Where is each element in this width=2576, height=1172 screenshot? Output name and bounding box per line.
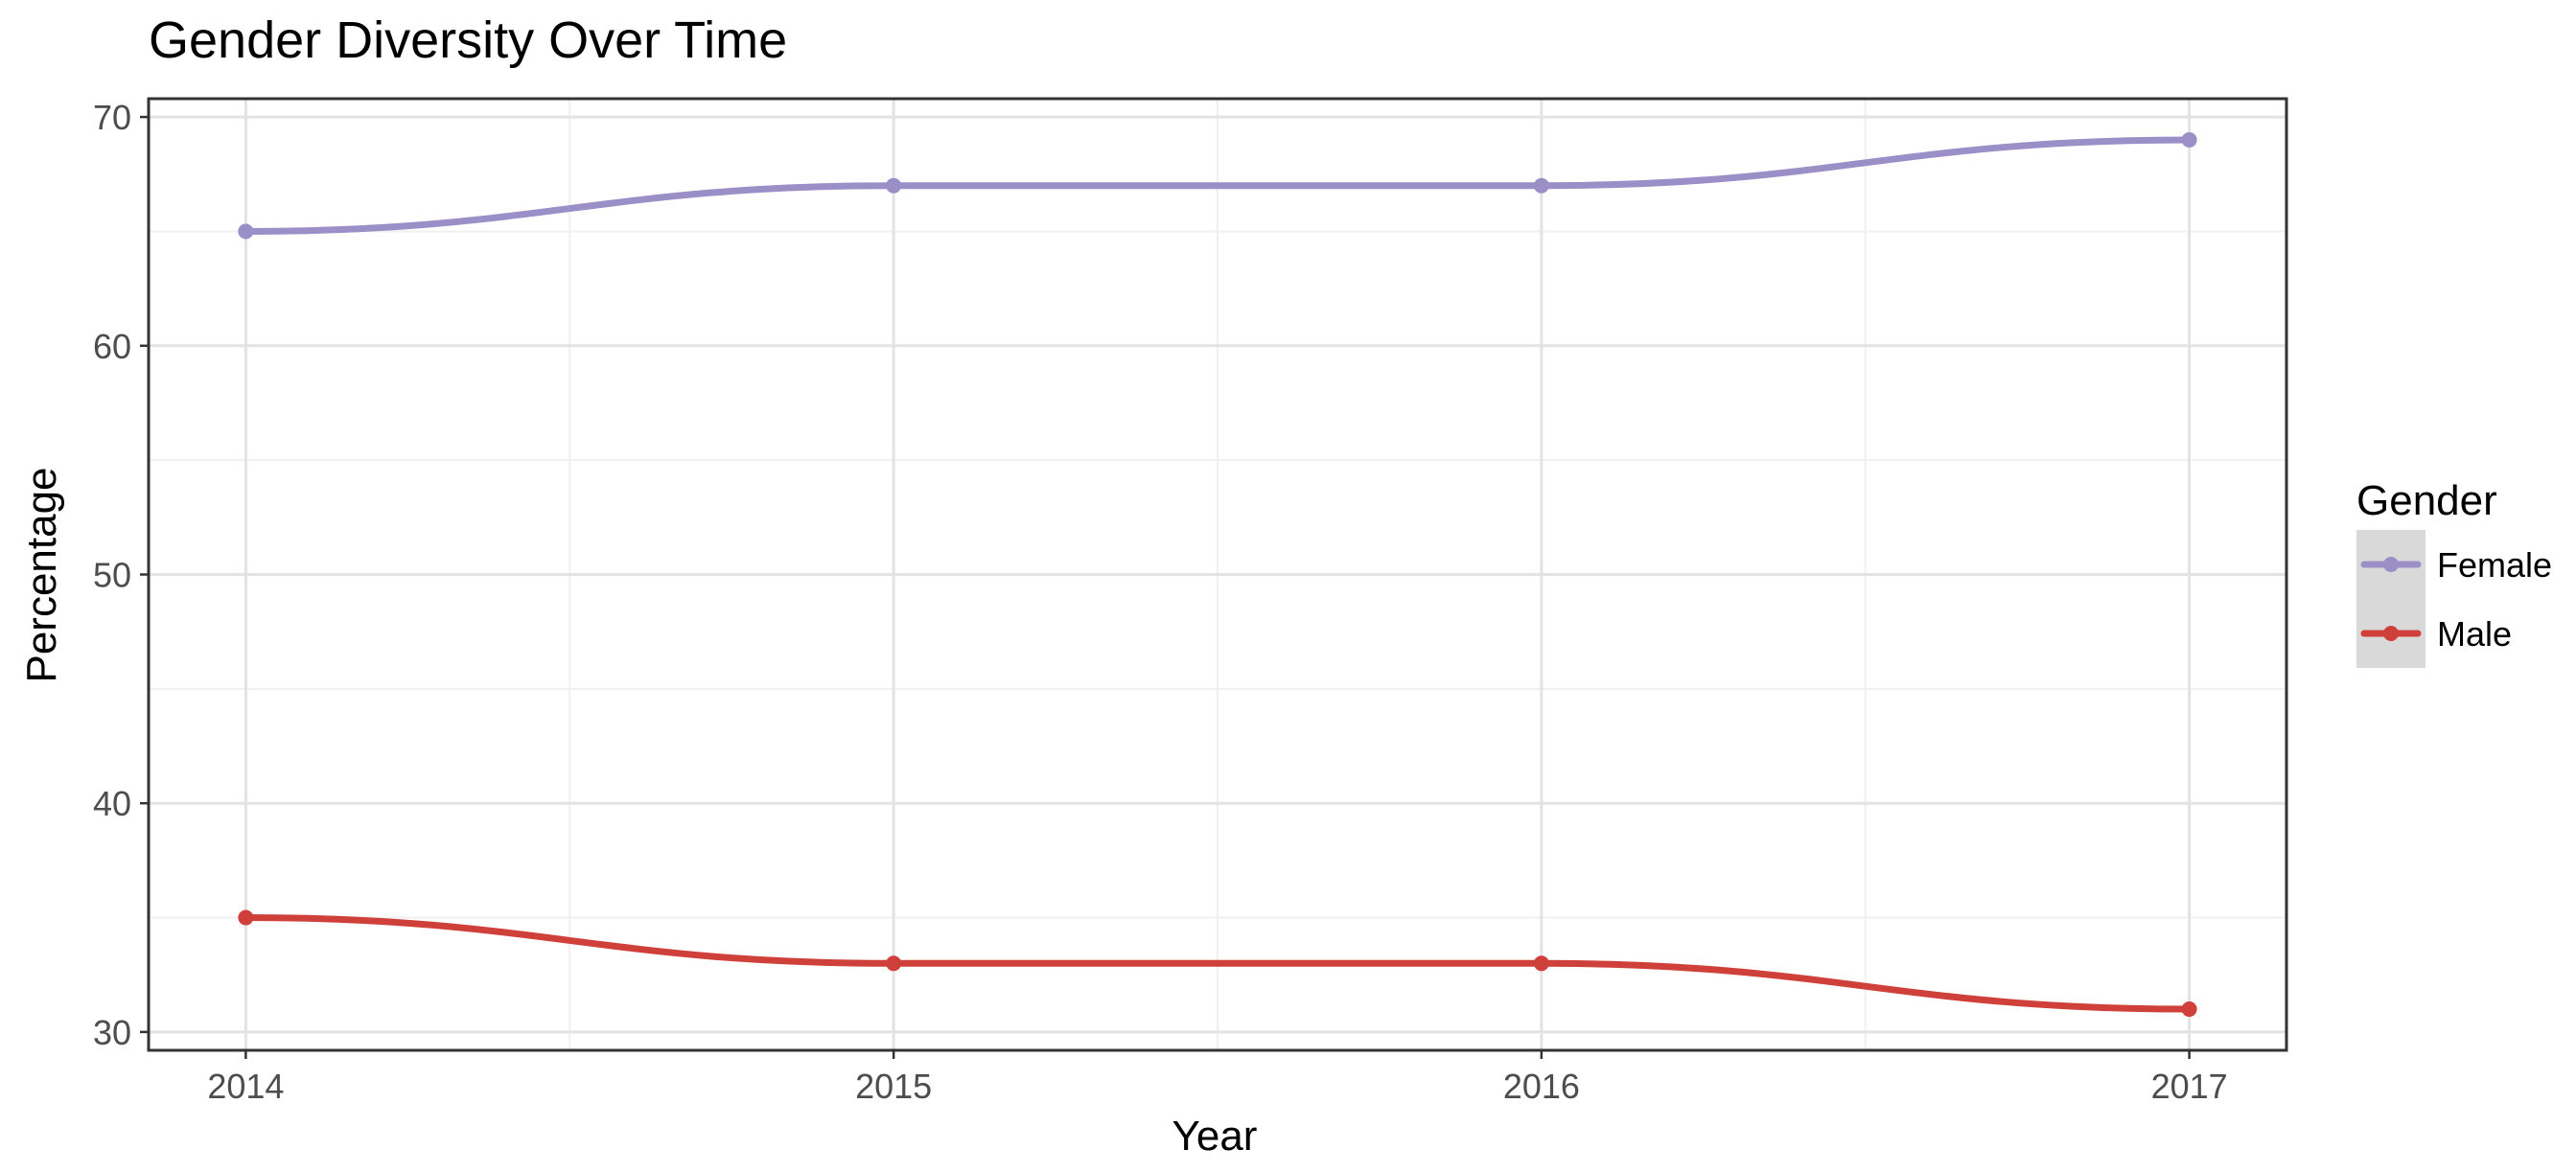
- data-point-female: [1533, 177, 1549, 194]
- data-point-female: [886, 177, 902, 194]
- plot-border: [147, 97, 2288, 1052]
- data-point-male: [1533, 955, 1549, 972]
- legend-key-point-male: [2383, 626, 2399, 641]
- plot-panel: 30 40 50 60 70 2014 2015 2016 2017: [93, 97, 2288, 1106]
- x-axis-label: Year: [1172, 1113, 1258, 1160]
- legend-key-point-female: [2383, 557, 2399, 572]
- data-point-female: [238, 223, 254, 240]
- chart-title: Gender Diversity Over Time: [149, 11, 787, 69]
- series-line-male: [242, 914, 2193, 1013]
- y-axis-label: Percentage: [18, 467, 65, 682]
- y-tick-label: 40: [93, 784, 131, 823]
- legend: Female Male: [2356, 530, 2552, 668]
- y-tick-label: 50: [93, 556, 131, 595]
- data-point-male: [2181, 1001, 2197, 1018]
- data-point-male: [886, 955, 902, 972]
- x-tick-label: 2017: [2151, 1067, 2228, 1106]
- data-point-male: [238, 909, 254, 926]
- series-line-female: [242, 136, 2193, 235]
- x-tick-label: 2016: [1503, 1067, 1580, 1106]
- data-point-female: [2181, 131, 2197, 148]
- y-tick-label: 70: [93, 98, 131, 137]
- legend-label-male: Male: [2437, 614, 2512, 654]
- legend-label-female: Female: [2437, 545, 2552, 585]
- y-tick-label: 30: [93, 1013, 131, 1052]
- x-tick-label: 2015: [855, 1067, 932, 1106]
- y-tick-label: 60: [93, 327, 131, 366]
- legend-title: Gender: [2356, 477, 2497, 524]
- x-tick-label: 2014: [207, 1067, 284, 1106]
